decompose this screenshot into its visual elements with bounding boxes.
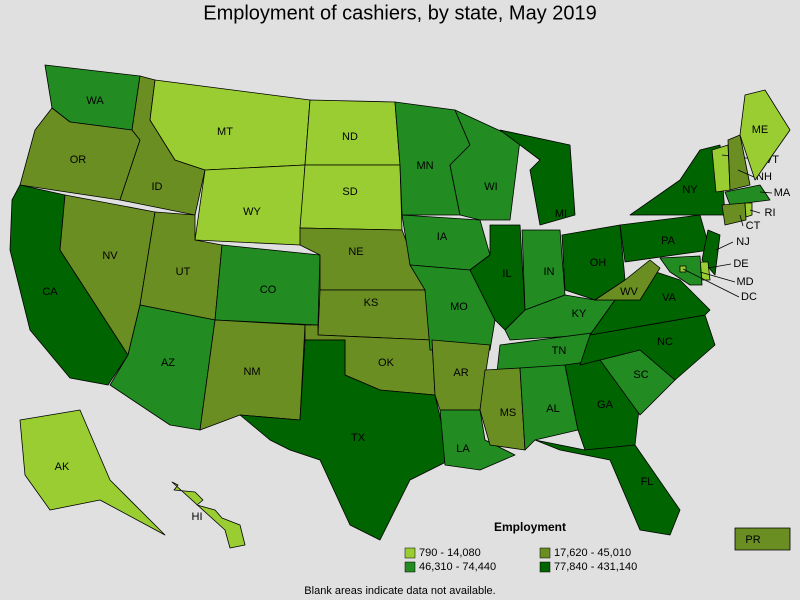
state-label: TN [552, 345, 567, 357]
leader-line [707, 263, 732, 269]
leader-line [739, 214, 744, 227]
state [629, 144, 726, 216]
footnote: Blank areas indicate data not available. [304, 585, 495, 597]
state-label: MA [774, 187, 791, 199]
state-label: AZ [161, 357, 175, 369]
state-label: MN [416, 160, 433, 172]
state-label: PR [745, 534, 760, 546]
state [519, 364, 579, 451]
state-label: NC [657, 336, 673, 348]
state-label: NV [102, 250, 118, 262]
state [449, 109, 521, 221]
state-label: IL [502, 268, 511, 280]
leader-line [715, 241, 734, 251]
state-label: CA [42, 286, 58, 298]
state-label: SC [633, 369, 648, 381]
state-label: IA [437, 231, 448, 243]
state-label: DC [741, 291, 757, 303]
state [479, 367, 526, 451]
legend-label: 790 - 14,080 [419, 547, 481, 559]
legend-label: 77,840 - 431,140 [554, 561, 637, 573]
state-label: OR [70, 154, 87, 166]
state-label: NE [348, 246, 363, 258]
state-label: MI [555, 208, 567, 220]
state-label: NH [756, 171, 772, 183]
leader-line [699, 271, 736, 283]
legend-swatch [404, 547, 416, 559]
state [734, 527, 791, 551]
state-label: AL [546, 403, 559, 415]
state-label: ID [152, 181, 163, 193]
state-label: UT [176, 266, 191, 278]
state-label: IN [544, 266, 555, 278]
state-label: CO [260, 284, 277, 296]
leader-line [749, 209, 761, 214]
state-label: PA [661, 235, 676, 247]
legend-label: 46,310 - 74,440 [419, 561, 496, 573]
state [721, 202, 747, 226]
state [534, 439, 681, 536]
state-label: FL [641, 476, 654, 488]
state-label: GA [597, 399, 614, 411]
state-label: ND [342, 131, 358, 143]
state-label: HI [192, 511, 203, 523]
state-label: MO [450, 301, 468, 313]
state [739, 89, 791, 181]
state [239, 339, 451, 541]
state-label: MD [736, 276, 753, 288]
state [171, 481, 246, 549]
state-label: KS [364, 297, 379, 309]
state-label: WI [484, 181, 497, 193]
state-label: AK [55, 461, 70, 473]
legend-swatch [404, 561, 416, 573]
state [594, 259, 661, 301]
state-label: WY [243, 206, 261, 218]
legend-swatch [539, 561, 551, 573]
state-label: CT [746, 220, 761, 232]
legend-swatch [539, 547, 551, 559]
leader-line [759, 191, 773, 194]
leader-line [737, 169, 755, 178]
state [744, 202, 753, 218]
state-label: MT [217, 126, 233, 138]
legend-title: Employment [494, 520, 566, 534]
state-label: AR [453, 367, 468, 379]
state-label: WV [620, 286, 638, 298]
state [469, 224, 526, 331]
state-label: ME [752, 124, 769, 136]
state-label: WA [86, 95, 104, 107]
state [727, 134, 751, 191]
state-label: NJ [736, 236, 749, 248]
state [19, 409, 166, 536]
state-label: TX [351, 432, 366, 444]
map-title: Employment of cashiers, by state, May 20… [203, 2, 597, 24]
state-label: KY [572, 308, 587, 320]
legend-label: 17,620 - 45,010 [554, 547, 631, 559]
state-label: OK [378, 357, 395, 369]
state-label: NY [682, 184, 698, 196]
leader-line [682, 268, 740, 298]
state-label: DE [733, 258, 748, 270]
state-label: RI [765, 207, 776, 219]
state [499, 129, 576, 226]
state-label: LA [456, 443, 470, 455]
state-label: OH [590, 257, 607, 269]
state-label: VA [662, 292, 677, 304]
state-label: SD [342, 186, 357, 198]
state [724, 184, 771, 206]
state-label: NM [243, 366, 260, 378]
state-label: MS [500, 407, 517, 419]
